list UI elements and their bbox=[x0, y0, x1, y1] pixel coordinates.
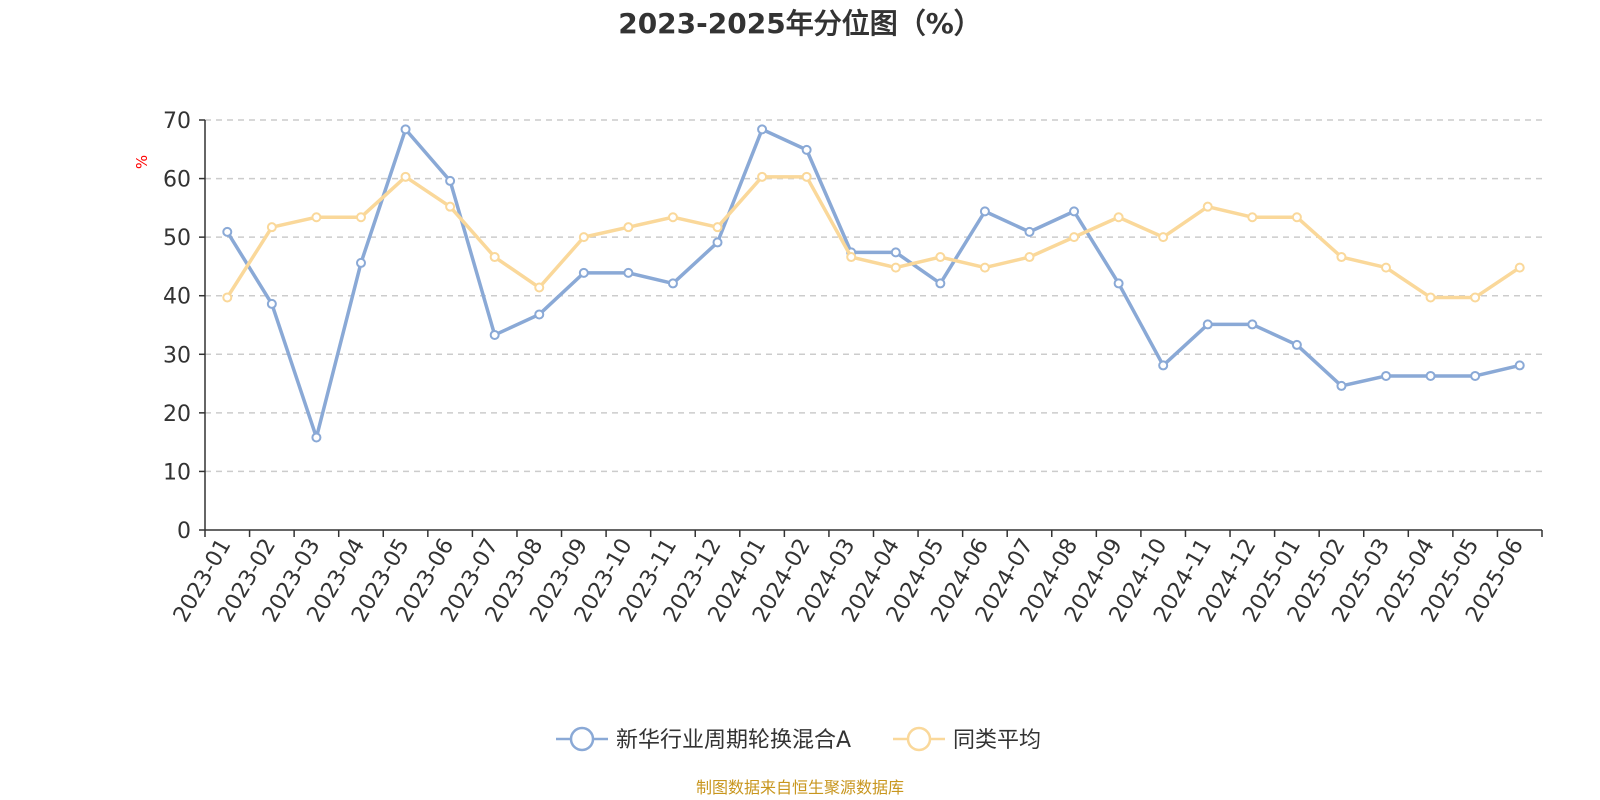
data-point bbox=[667, 212, 678, 223]
data-point bbox=[1425, 292, 1436, 303]
data-point bbox=[890, 262, 901, 273]
data-point bbox=[712, 237, 723, 248]
data-point bbox=[801, 144, 812, 155]
data-point bbox=[1113, 212, 1124, 223]
data-point bbox=[801, 171, 812, 182]
data-point bbox=[1158, 232, 1169, 243]
data-point bbox=[1381, 262, 1392, 273]
data-point bbox=[1336, 252, 1347, 263]
data-point bbox=[266, 298, 277, 309]
data-point bbox=[979, 206, 990, 217]
axes: 0102030405060702023-012023-022023-032023… bbox=[163, 109, 1543, 627]
y-tick-label: 10 bbox=[163, 460, 191, 485]
data-point bbox=[979, 262, 990, 273]
chart-title: 2023-2025年分位图（%） bbox=[618, 7, 982, 40]
data-point bbox=[667, 278, 678, 289]
data-point bbox=[1158, 360, 1169, 371]
data-point bbox=[266, 222, 277, 233]
data-point bbox=[757, 171, 768, 182]
data-point bbox=[1381, 370, 1392, 381]
data-point bbox=[1247, 319, 1258, 330]
y-tick-label: 30 bbox=[163, 343, 191, 368]
data-point bbox=[578, 267, 589, 278]
data-point bbox=[1024, 226, 1035, 237]
data-point bbox=[1514, 262, 1525, 273]
y-tick-label: 70 bbox=[163, 109, 191, 134]
data-point bbox=[489, 252, 500, 263]
data-point bbox=[757, 124, 768, 135]
y-tick-label: 40 bbox=[163, 285, 191, 310]
source-note: 制图数据来自恒生聚源数据库 bbox=[696, 778, 904, 797]
data-point bbox=[1470, 370, 1481, 381]
data-point bbox=[1247, 212, 1258, 223]
series-layer bbox=[222, 124, 1525, 443]
data-point bbox=[1024, 252, 1035, 263]
data-point bbox=[355, 257, 366, 268]
data-point bbox=[1069, 206, 1080, 217]
legend-marker bbox=[906, 726, 932, 752]
data-point bbox=[935, 252, 946, 263]
data-point bbox=[578, 232, 589, 243]
data-point bbox=[489, 329, 500, 340]
legend-label: 同类平均 bbox=[953, 728, 1041, 753]
data-point bbox=[1291, 212, 1302, 223]
y-tick-label: 0 bbox=[177, 519, 191, 544]
data-point bbox=[1069, 232, 1080, 243]
data-point bbox=[1113, 278, 1124, 289]
y-axis-unit-label: % bbox=[133, 155, 151, 169]
legend: 新华行业周期轮换混合A 同类平均 bbox=[556, 726, 1041, 753]
data-point bbox=[1202, 319, 1213, 330]
data-point bbox=[400, 171, 411, 182]
data-point bbox=[623, 267, 634, 278]
series-line bbox=[225, 127, 1521, 440]
series-line bbox=[225, 175, 1521, 300]
data-point bbox=[623, 222, 634, 233]
data-point bbox=[712, 222, 723, 233]
data-point bbox=[1291, 339, 1302, 350]
data-point bbox=[355, 212, 366, 223]
data-point bbox=[846, 252, 857, 263]
y-tick-label: 60 bbox=[163, 168, 191, 193]
y-tick-label: 20 bbox=[163, 402, 191, 427]
data-point bbox=[222, 226, 233, 237]
data-point bbox=[890, 247, 901, 258]
data-point bbox=[1514, 360, 1525, 371]
data-point bbox=[222, 292, 233, 303]
data-point bbox=[1202, 201, 1213, 212]
data-point bbox=[534, 282, 545, 293]
data-point bbox=[1470, 292, 1481, 303]
y-tick-label: 50 bbox=[163, 226, 191, 251]
data-point bbox=[1425, 370, 1436, 381]
data-point bbox=[534, 309, 545, 320]
legend-marker bbox=[569, 726, 595, 752]
data-point bbox=[1336, 380, 1347, 391]
data-point bbox=[445, 175, 456, 186]
data-point bbox=[400, 124, 411, 135]
data-point bbox=[311, 212, 322, 223]
data-point bbox=[311, 432, 322, 443]
data-point bbox=[935, 278, 946, 289]
legend-label: 新华行业周期轮换混合A bbox=[616, 728, 851, 753]
data-point bbox=[445, 201, 456, 212]
